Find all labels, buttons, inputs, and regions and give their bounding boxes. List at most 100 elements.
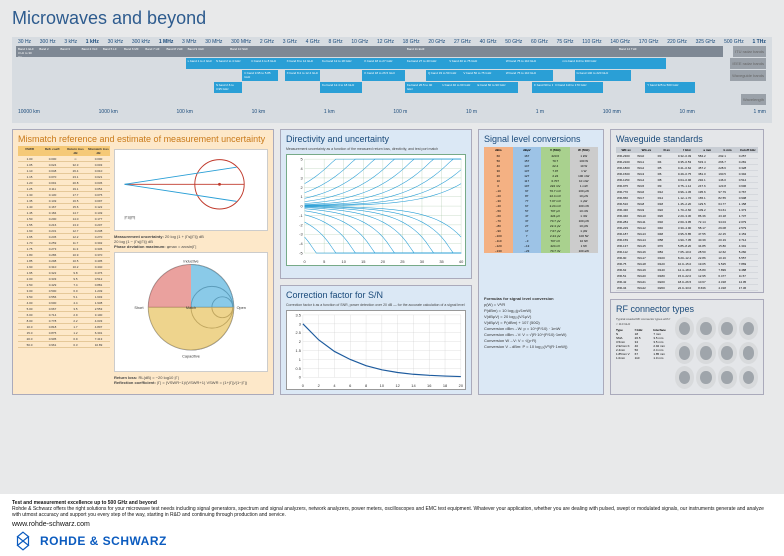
label: Phase deviation maximum: (114, 244, 166, 249)
spectrum-band: X band 8.2 to 12.4 GHz (285, 70, 320, 81)
svg-text:1: 1 (299, 357, 301, 362)
footer: Test and measurement excellence up to 50… (0, 492, 784, 556)
page-title: Microwaves and beyond (12, 8, 772, 29)
panel-subtitle: Measurement uncertainty as a function of… (286, 147, 466, 152)
correction-chart: 0246810121416182000.511.522.533.5 (286, 310, 466, 390)
panel-title: Correction factor for S/N (286, 290, 466, 300)
spectrum-band: Ka band 26.5 to 40 GHz (405, 82, 440, 93)
svg-text:3: 3 (299, 321, 301, 326)
connector-icon (718, 317, 737, 340)
freq-tick-row: 30 Hz300 Hz3 kHz1 kHz30 kHz300 kHz1 MHz3… (16, 39, 768, 46)
spectrum-band: S band 2 to 4 GHz (214, 58, 249, 69)
spectrum-band: Ka band 27 to 40 GHz (405, 58, 447, 69)
rf-connector-images (675, 317, 758, 389)
svg-text:Match: Match (186, 306, 196, 310)
svg-text:-3: -3 (299, 232, 302, 237)
panels-row: Mismatch reference and estimate of measu… (0, 129, 784, 492)
spectrum-band: Band 4 VLF (80, 46, 101, 57)
correction-panel: Correction factor for S/N Correction fac… (280, 285, 472, 395)
spectrum-band: W band 75 to 110 GHz (504, 58, 561, 69)
wavelength-tick-row: 10000 km1000 km100 km10 km1 km100 m10 m1… (16, 108, 768, 115)
spectrum-band: Band 8 VHF (164, 46, 185, 57)
formula: |Γ| = (VSWR−1)/(VSWR+1) (157, 380, 205, 385)
uncertainty-formulas: Measurement uncertainty: 20 log (1 + |Γs… (114, 234, 268, 249)
right-column: Waveguide standards WR-xxWG-xxR-xxf GHza… (610, 129, 764, 492)
connector-icon (675, 366, 694, 389)
svg-text:2: 2 (300, 185, 302, 190)
svg-text:2: 2 (299, 339, 301, 344)
row-label: ITU radar bands (733, 46, 766, 57)
label: Reflection coefficient: (114, 380, 156, 385)
spectrum-band: Band 2 (37, 46, 58, 57)
svg-text:5: 5 (300, 157, 303, 162)
rf-body: Typical coaxial RF connector types with … (616, 317, 758, 389)
svg-text:2: 2 (318, 383, 320, 388)
svg-text:8: 8 (365, 383, 367, 388)
poster-root: Microwaves and beyond 30 Hz300 Hz3 kHz1 … (0, 0, 784, 556)
rf-table: Typical coaxial RF connector types with … (616, 317, 672, 389)
svg-text:Capacitive: Capacitive (182, 355, 200, 359)
spectrum-band: Band 5 LF (101, 46, 122, 57)
connector-icon (696, 317, 715, 340)
spectrum-band: K band 18 to 27 GHz (362, 58, 404, 69)
svg-text:20: 20 (459, 383, 464, 388)
svg-text:-4: -4 (299, 241, 303, 246)
spectrum-band: Y band 325 to 500 GHz (645, 82, 694, 93)
row-label: Waveguide bands (730, 70, 766, 81)
spectrum-band: Band 12 THF (617, 46, 723, 57)
spectrum-band: U band 40 to 60 GHz (440, 82, 475, 93)
rf-connector-panel: RF connector types Typical coaxial RF co… (610, 299, 764, 395)
wavelength-row: Wavelength (16, 94, 768, 102)
connector-icon (718, 366, 737, 389)
directivity-panel: Directivity and uncertainty Measurement … (280, 129, 472, 279)
spectrum-band: Band 9 UHF (186, 46, 228, 57)
svg-text:35: 35 (439, 259, 444, 264)
spectrum-band: E band 60 to 90 GHz (476, 82, 518, 93)
spectrum-band: W band 75 to 110 GHz (504, 70, 553, 81)
panel-subtitle: Typical coaxial RF connector types with … (616, 317, 672, 327)
brand-name: ROHDE & SCHWARZ (40, 534, 167, 548)
svg-text:12: 12 (395, 383, 399, 388)
spectrum-band: G band 140 to 220 GHz (575, 70, 632, 81)
spectrum-band: V band 50 to 75 GHz (461, 70, 503, 81)
formula: VSWR = (1+|Γ|)/(1−|Γ|) (206, 380, 247, 385)
footer-text: Test and measurement excellence up to 50… (12, 500, 772, 518)
svg-text:16: 16 (427, 383, 431, 388)
svg-text:-2: -2 (299, 222, 302, 227)
svg-text:6: 6 (349, 383, 351, 388)
ieee-row: L band 1 to 2 GHzS band 2 to 4 GHzC band… (16, 58, 768, 69)
svg-text:Inductive: Inductive (183, 260, 198, 264)
signal-table: dBmdBµVV (50Ω)W (50Ω) 60167223.61 kW5015… (484, 147, 598, 293)
spectrum-band: Band 1 ELF 3 Hz to 30 Hz (16, 46, 37, 57)
formula: 20 log (1 + |Γs||Γl|) dB (165, 234, 204, 239)
spectrum-band-rows: Band 1 ELF 3 Hz to 30 HzBand 2Band 3Band… (16, 46, 768, 108)
footer-url[interactable]: www.rohde-schwarz.com (12, 521, 772, 528)
spectrum-band: Ku band 12 to 18 GHz (320, 58, 362, 69)
spectrum-band: C band 3.95 to 5.85 GHz (242, 70, 277, 81)
mismatch-table: Mismatch reference and estimate of measu… (18, 134, 110, 390)
middle-column: Directivity and uncertainty Measurement … (280, 129, 472, 492)
svg-text:18: 18 (443, 383, 447, 388)
svg-text:40: 40 (459, 259, 464, 264)
connector-icon (739, 317, 758, 340)
svg-text:4: 4 (300, 166, 303, 171)
spectrum-band: Band 7 HF (143, 46, 164, 57)
spectrum-band: K band 18 to 26.5 GHz (362, 70, 404, 81)
spectrum-band: Q band 33 to 50 GHz (426, 70, 461, 81)
footer-body: Rohde & Schwarz offers the right solutio… (12, 506, 764, 518)
smith-chart: Short Open Inductive Capacitive Match (114, 252, 268, 372)
svg-text:0: 0 (299, 375, 302, 380)
wg-row2: S band 2.6 to 3.95 GHzKu band 12.4 to 18… (16, 82, 768, 93)
connector-icon (675, 342, 694, 365)
spectrum-band: Band 10 SHF (228, 46, 405, 57)
waveguide-table: WR-xxWG-xxR-xxf GHza mmb mmCutoff GHz WR… (616, 147, 758, 291)
spectrum-band: mm band 110 to 300 GHz (560, 58, 666, 69)
svg-text:20: 20 (381, 259, 386, 264)
spectrum-band: Band 6 MF (122, 46, 143, 57)
panel-title: Mismatch reference and estimate of measu… (18, 134, 268, 144)
panel-title: Directivity and uncertainty (286, 134, 466, 144)
label: Formulas for signal level conversion (484, 296, 554, 301)
svg-text:0: 0 (300, 204, 303, 209)
directivity-chart: 0510152025303540-5-4-3-2-1012345 (286, 154, 466, 266)
wg-row1: C band 3.95 to 5.85 GHz X band 8.2 to 12.… (16, 70, 768, 81)
